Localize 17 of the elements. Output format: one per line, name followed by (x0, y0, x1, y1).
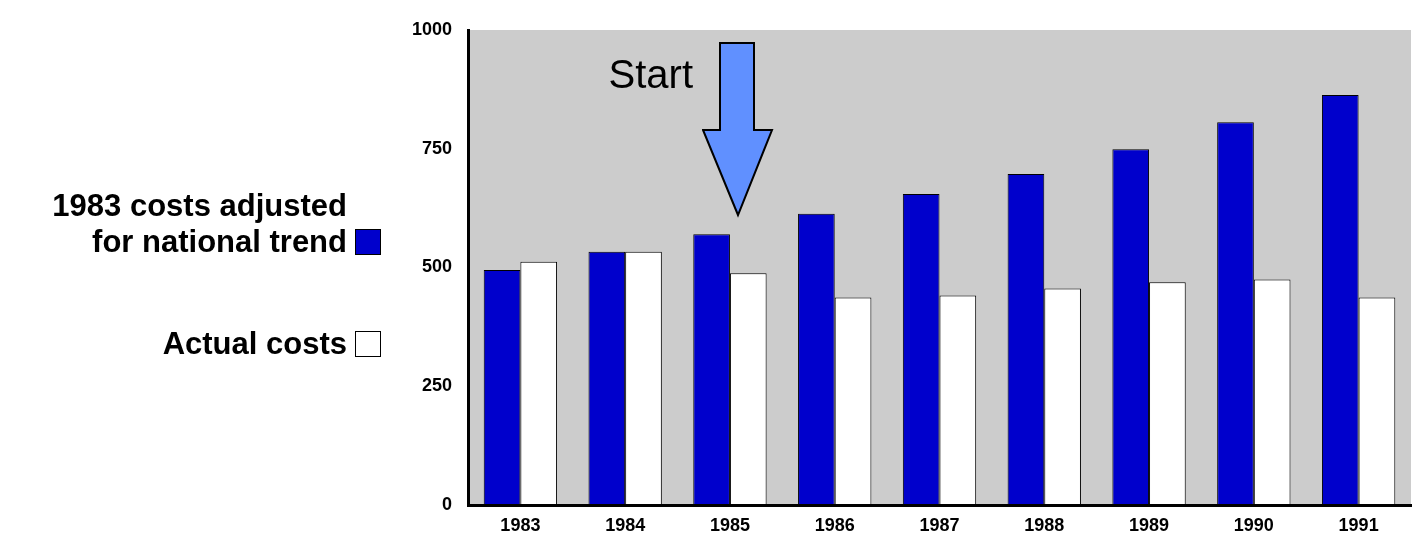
legend-label: Actual costs (162, 326, 347, 362)
x-tick-label: 1991 (1338, 514, 1379, 535)
x-tick-label: 1989 (1129, 514, 1170, 535)
x-tick-label: 1988 (1024, 514, 1065, 535)
y-tick-label: 500 (421, 256, 452, 277)
y-tick-label: 1000 (411, 18, 452, 39)
x-tick-label: 1985 (709, 514, 750, 535)
y-tick-label: 0 (441, 493, 452, 514)
x-tick-label: 1983 (500, 514, 541, 535)
legend-label: 1983 costs adjusted for national trend (52, 188, 347, 260)
x-tick-label: 1987 (919, 514, 960, 535)
annotation: Start (608, 52, 693, 97)
y-tick-label: 250 (421, 375, 452, 396)
y-tick-label: 750 (421, 137, 452, 158)
x-tick-label: 1986 (814, 514, 855, 535)
x-tick-label: 1990 (1233, 514, 1274, 535)
x-tick-label: 1984 (605, 514, 646, 535)
